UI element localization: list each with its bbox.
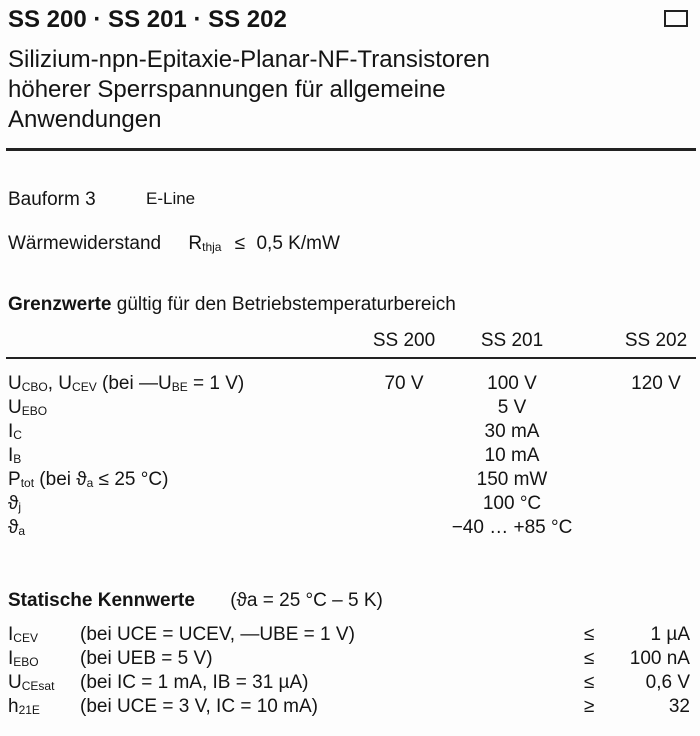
static-heading: Statische Kennwerte (ϑa = 25 °C – 5 K): [8, 590, 383, 612]
symbol-sub: a: [18, 524, 26, 538]
parameter-label: IB: [8, 445, 21, 467]
symbol-sub: CEV: [72, 380, 97, 394]
condition: (bei UCE = UCEV, —UBE = 1 V): [80, 624, 355, 645]
symbol: I: [8, 421, 14, 442]
symbol: I: [8, 624, 14, 645]
value: 0,6 V: [645, 672, 690, 693]
symbol-sub: 21E: [18, 703, 40, 717]
symbol-sub: j: [18, 500, 22, 514]
condition-sub: a: [86, 476, 94, 490]
column-ss200: SS 200: [372, 330, 436, 351]
static-heading-bold: Statische Kennwerte: [8, 590, 195, 611]
condition: ≤ 25 °C): [93, 469, 169, 490]
limit-value: 150 mW: [476, 469, 548, 490]
page-title: SS 200 · SS 201 · SS 202: [8, 6, 287, 33]
subtitle-line-3: Anwendungen: [8, 106, 162, 133]
condition: (bei IC = 1 mA, IB = 31 µA): [80, 672, 309, 693]
symbol-rest: , U: [47, 373, 73, 394]
thermal-symbol-main: R: [188, 233, 203, 254]
subtitle-line-1: Silizium-npn-Epitaxie-Planar-NF-Transist…: [8, 46, 490, 73]
thermal-row: Wärmewiderstand Rthja ≤ 0,5 K/mW: [8, 233, 340, 255]
parameter-label: UEBO: [8, 397, 47, 419]
parameter-label: Ptot (bei ϑa ≤ 25 °C): [8, 469, 168, 491]
relation: ≤: [584, 672, 595, 693]
symbol: ϑ: [8, 493, 19, 514]
symbol: ϑ: [8, 517, 19, 538]
value: 1 µA: [650, 624, 690, 645]
limit-value: 30 mA: [484, 421, 540, 442]
symbol: U: [8, 397, 22, 418]
symbol-sub: EBO: [13, 655, 39, 669]
limits-heading: Grenzwerte gültig für den Betriebstemper…: [8, 294, 456, 316]
condition: (bei ϑ: [34, 469, 87, 490]
symbol-sub: C: [13, 428, 22, 442]
relation: ≥: [584, 696, 595, 717]
divider: [6, 148, 696, 151]
condition: = 1 V): [187, 373, 245, 394]
limits-heading-rest: gültig für den Betriebstemperaturbereich: [116, 294, 456, 315]
column-ss201: SS 201: [480, 330, 544, 351]
limit-value: 100 °C: [482, 493, 542, 514]
relation: ≤: [584, 624, 595, 645]
symbol: I: [8, 648, 14, 669]
symbol-sub: tot: [20, 476, 35, 490]
limit-value: 70 V: [384, 373, 424, 394]
static-condition: (ϑa = 25 °C – 5 K): [230, 590, 383, 611]
symbol-sub: B: [13, 452, 22, 466]
relation: ≤: [584, 648, 595, 669]
package-value: E-Line: [146, 189, 196, 208]
condition: (bei UEB = 5 V): [80, 648, 213, 669]
condition: (bei UCE = 3 V, IC = 10 mA): [80, 696, 318, 717]
symbol: P: [8, 469, 21, 490]
symbol-sub: CEsat: [21, 679, 55, 693]
value: 32: [668, 696, 690, 717]
limit-value: 120 V: [631, 373, 681, 394]
symbol-sub: CEV: [13, 631, 38, 645]
column-ss202: SS 202: [624, 330, 688, 351]
parameter-label: ϑj: [8, 493, 21, 515]
thermal-value: 0,5 K/mW: [256, 233, 340, 254]
parameter-label: UCBO, UCEV (bei —UBE = 1 V): [8, 373, 244, 395]
condition: (bei —U: [96, 373, 172, 394]
symbol: U: [8, 373, 22, 394]
thermal-relation: ≤: [234, 233, 246, 254]
thermal-label: Wärmewiderstand: [8, 233, 162, 254]
symbol-sub: CBO: [21, 380, 48, 394]
parameter-label: UCEsat: [8, 672, 54, 694]
divider: [6, 357, 696, 359]
limit-value: −40 … +85 °C: [451, 517, 573, 538]
limit-value: 100 V: [487, 373, 537, 394]
symbol: U: [8, 672, 22, 693]
limit-value: 10 mA: [484, 445, 540, 466]
symbol: I: [8, 445, 14, 466]
parameter-label: IC: [8, 421, 22, 443]
parameter-label: IEBO: [8, 648, 39, 670]
thermal-symbol-sub: thja: [202, 240, 222, 254]
limits-heading-bold: Grenzwerte: [8, 294, 112, 315]
parameter-label: ϑa: [8, 517, 25, 539]
condition-sub: BE: [171, 380, 188, 394]
thermal-symbol: Rthja: [188, 233, 221, 254]
parameter-label: h21E: [8, 696, 40, 718]
symbol-sub: EBO: [21, 404, 48, 418]
symbol: h: [8, 696, 19, 717]
parameter-label: ICEV: [8, 624, 38, 646]
checkbox-square-icon: [664, 10, 688, 27]
limit-value: 5 V: [497, 397, 527, 418]
value: 100 nA: [629, 648, 690, 669]
subtitle-line-2: höherer Sperrspannungen für allgemeine: [8, 76, 446, 103]
package-label: Bauform 3: [8, 189, 96, 210]
